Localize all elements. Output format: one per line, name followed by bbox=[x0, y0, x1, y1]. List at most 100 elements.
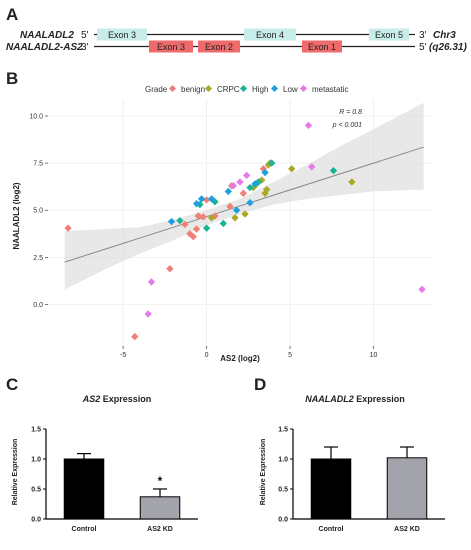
correlation-p: p < 0.001 bbox=[332, 122, 362, 129]
legend-label: metastatic bbox=[312, 85, 348, 94]
legend-item-low: Low bbox=[270, 84, 298, 94]
bar-chart-title: NAALADL2 Expression bbox=[305, 394, 405, 404]
correlation-annotation: R = 0.8 p < 0.001 bbox=[332, 109, 362, 129]
scatter-point-benign bbox=[199, 213, 207, 221]
panel-label-d: D bbox=[254, 375, 266, 394]
exon-label: Exon 4 bbox=[256, 30, 284, 40]
exon-label: Exon 2 bbox=[205, 42, 233, 52]
y-tick-label: 1.0 bbox=[31, 457, 41, 464]
y-tick-label: 7.5 bbox=[33, 161, 43, 168]
correlation-r: R = 0.8 bbox=[339, 109, 362, 116]
bar-control bbox=[310, 458, 352, 520]
x-tick-label: 5 bbox=[288, 352, 292, 359]
x-tick-label: 0 bbox=[205, 352, 209, 359]
legend-label: Low bbox=[283, 85, 298, 94]
scatter-point-crpc bbox=[348, 178, 356, 186]
y-tick-label: 1.5 bbox=[31, 427, 41, 434]
scatter-point-metastatic bbox=[418, 285, 426, 294]
y-tick-label: 0.5 bbox=[278, 487, 288, 494]
y-tick-label: 2.5 bbox=[33, 255, 43, 262]
bar-chart-ylabel: Relative Expression bbox=[260, 439, 267, 506]
scatter-point-benign bbox=[166, 265, 174, 273]
legend-label: CRPC bbox=[217, 85, 240, 94]
panel-c: C AS2 Expression Relative Expression 0.0… bbox=[6, 375, 198, 533]
exon-box: Exon 1 bbox=[302, 40, 342, 53]
locus-label: (q26.31) bbox=[429, 42, 467, 53]
scatter-point-metastatic bbox=[229, 182, 237, 190]
scatter-ylabel: NAALADL2 (log2) bbox=[12, 182, 21, 249]
gene-strand-right: 3' bbox=[419, 30, 427, 41]
scatter-point-high bbox=[176, 216, 184, 225]
gene-track-naaladl2: NAALADL2 5' 3' Chr3 Exon 3 Exon 4 Exon 5 bbox=[20, 28, 456, 41]
scatter-xlabel: AS2 (log2) bbox=[220, 354, 260, 363]
scatter-point-metastatic bbox=[144, 310, 152, 318]
category-label: Control bbox=[72, 526, 97, 533]
scatter-legend: Grade benign CRPC High Low metastatic bbox=[145, 84, 348, 94]
bar-chart-ylabel: Relative Expression bbox=[12, 439, 19, 506]
scatter-point-low bbox=[197, 195, 206, 203]
legend-label: benign bbox=[181, 85, 205, 94]
scatter-point-benign bbox=[192, 225, 201, 233]
scatter-point-low bbox=[232, 206, 241, 214]
category-label: Control bbox=[319, 526, 344, 533]
panel-label-c: C bbox=[6, 375, 18, 394]
gene-name-naaladl2-as2: NAALADL2-AS2 bbox=[6, 42, 83, 53]
x-tick-label: -5 bbox=[120, 352, 126, 359]
y-tick-label: 5.0 bbox=[33, 208, 43, 215]
category-label: AS2 KD bbox=[147, 526, 173, 533]
category-label: AS2 KD bbox=[394, 526, 420, 533]
scatter-point-benign bbox=[64, 224, 72, 232]
y-tick-label: 1.0 bbox=[278, 457, 288, 464]
exon-label: Exon 3 bbox=[108, 30, 136, 40]
chromosome-label: Chr3 bbox=[433, 30, 456, 41]
x-tick-label: 10 bbox=[370, 352, 378, 359]
y-tick-label: 10.0 bbox=[29, 113, 43, 120]
confidence-band bbox=[64, 102, 424, 290]
scatter-point-high bbox=[219, 219, 227, 228]
bar-control bbox=[63, 458, 105, 520]
panel-d: D NAALADL2 Expression Relative Expressio… bbox=[254, 375, 445, 533]
panel-a: A NAALADL2 5' 3' Chr3 Exon 3 Exon 4 Exon… bbox=[6, 5, 467, 53]
y-tick-label: 0.5 bbox=[31, 487, 41, 494]
legend-label: High bbox=[252, 85, 268, 94]
bar-chart-naaladl2: 0.0 0.5 1.0 1.5 Control AS2 KD bbox=[278, 427, 445, 533]
y-tick-label: 1.5 bbox=[278, 427, 288, 434]
exon-box: Exon 3 bbox=[97, 28, 147, 41]
legend-item-metastatic: metastatic bbox=[299, 84, 348, 94]
scatter-point-metastatic bbox=[236, 178, 244, 186]
scatter-point-crpc bbox=[231, 214, 239, 222]
scatter-point-crpc bbox=[207, 214, 216, 222]
legend-title: Grade bbox=[145, 85, 168, 94]
panel-b: B Grade benign CRPC High Low metastatic bbox=[6, 69, 432, 363]
scatter-point-metastatic bbox=[243, 171, 251, 180]
significance-marker: * bbox=[158, 474, 163, 488]
gene-strand-left: 3' bbox=[81, 42, 89, 53]
legend-item-high: High bbox=[239, 84, 268, 94]
bar-as2-kd bbox=[386, 457, 428, 520]
exon-box: Exon 5 bbox=[369, 28, 409, 41]
exon-box: Exon 3 bbox=[149, 40, 193, 53]
scatter-points bbox=[64, 121, 426, 341]
scatter-point-low bbox=[251, 180, 259, 188]
y-tick-label: 0.0 bbox=[33, 302, 43, 309]
panel-label-b: B bbox=[6, 69, 18, 88]
scatter-axes: -5 0 5 10 0.0 2.5 5.0 7.5 10.0 bbox=[29, 113, 377, 359]
exon-box: Exon 4 bbox=[244, 28, 296, 41]
scatter-point-metastatic bbox=[304, 121, 313, 130]
scatter-point-low bbox=[224, 187, 232, 196]
scatter-point-benign bbox=[202, 196, 211, 204]
panel-label-a: A bbox=[6, 5, 18, 24]
y-tick-label: 0.0 bbox=[278, 517, 288, 524]
gene-strand-right: 5' bbox=[419, 42, 427, 53]
bar-chart-as2: 0.0 0.5 1.0 1.5 Control AS2 KD * bbox=[31, 427, 198, 533]
scatter-point-metastatic bbox=[147, 278, 156, 286]
regression-line bbox=[64, 146, 424, 263]
y-tick-label: 0.0 bbox=[31, 517, 41, 524]
gene-track-naaladl2-as2: NAALADL2-AS2 3' 5' (q26.31) Exon 3 Exon … bbox=[6, 40, 467, 53]
exon-label: Exon 3 bbox=[157, 42, 185, 52]
scatter-point-crpc bbox=[241, 210, 249, 218]
scatter-point-high bbox=[268, 159, 276, 167]
legend-item-benign: benign bbox=[168, 84, 205, 94]
gene-name-naaladl2: NAALADL2 bbox=[20, 30, 74, 41]
